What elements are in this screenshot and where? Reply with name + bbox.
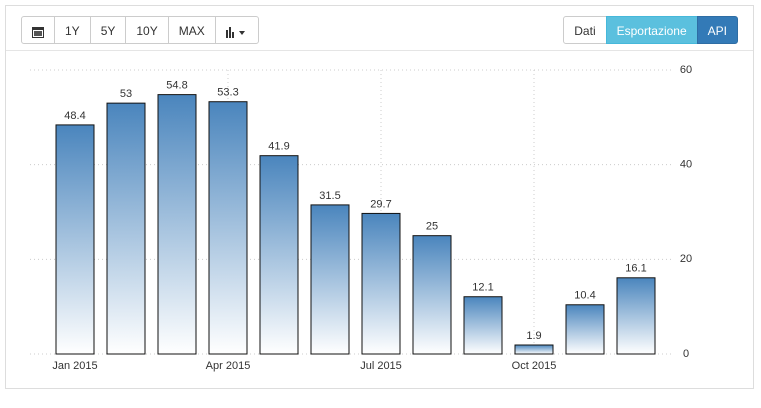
bar [412, 235, 452, 355]
value-label: 10.4 [574, 290, 595, 302]
bar [55, 124, 95, 355]
value-label: 53 [120, 88, 132, 100]
value-label: 53.3 [217, 87, 238, 99]
api-button[interactable]: API [696, 16, 738, 44]
widget-frame: 1Y 5Y 10Y MAX Dati Esportazione API [5, 5, 754, 389]
value-label: 1.9 [526, 330, 541, 342]
value-label: 48.4 [64, 110, 85, 122]
x-tick-label: Jan 2015 [52, 360, 97, 372]
value-label: 12.1 [472, 282, 493, 294]
x-tick-label: Apr 2015 [206, 360, 251, 372]
y-tick-label: 20 [680, 253, 692, 265]
bar [259, 155, 299, 355]
bar [208, 101, 248, 355]
value-label: 16.1 [625, 263, 646, 275]
y-tick-label: 60 [680, 64, 692, 76]
x-tick-label: Oct 2015 [512, 360, 557, 372]
action-group: Dati Esportazione API [563, 16, 738, 44]
x-tick-label: Jul 2015 [360, 360, 402, 372]
export-button[interactable]: Esportazione [605, 16, 698, 44]
y-tick-label: 40 [680, 159, 692, 171]
calendar-button[interactable] [21, 16, 55, 44]
value-label: 41.9 [268, 141, 289, 153]
bar [157, 94, 197, 355]
range-group: 1Y 5Y 10Y MAX [21, 16, 259, 44]
bar [514, 344, 554, 355]
range-button[interactable]: MAX [167, 16, 216, 44]
value-label: 54.8 [166, 80, 187, 92]
range-button[interactable]: 10Y [125, 16, 169, 44]
y-tick-label: 0 [683, 348, 689, 360]
bar [310, 204, 350, 355]
value-label: 25 [426, 221, 438, 233]
value-label: 29.7 [370, 198, 391, 210]
bar [565, 304, 605, 355]
bar [361, 212, 401, 355]
range-button[interactable]: 5Y [89, 16, 127, 44]
data-button[interactable]: Dati [563, 16, 607, 44]
chart-type-button[interactable] [214, 16, 259, 44]
value-label: 31.5 [319, 190, 340, 202]
bar [106, 102, 146, 355]
bar [463, 296, 503, 355]
toolbar-divider [6, 50, 753, 51]
bar [616, 277, 656, 355]
